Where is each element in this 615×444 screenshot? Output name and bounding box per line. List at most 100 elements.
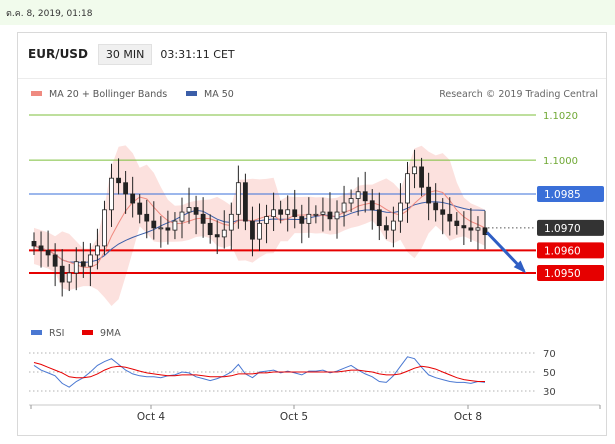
candle-body: [419, 166, 424, 188]
rsi-legend-label: RSI: [49, 328, 64, 339]
candle-body: [369, 200, 375, 211]
candle-body: [52, 254, 58, 267]
candle-body: [426, 186, 432, 204]
header-divider: [18, 78, 606, 79]
candle-body: [383, 225, 389, 231]
candle-body: [440, 209, 446, 215]
candle-body: [390, 220, 396, 231]
candle-body: [292, 209, 298, 217]
candle-body: [87, 254, 93, 267]
timeframe-badge[interactable]: 30 MIN: [97, 43, 153, 65]
candle-body: [200, 213, 206, 224]
candle-body: [193, 207, 199, 215]
level-label-1.1020: 1.1020: [543, 111, 578, 122]
level-label-1.0950: 1.0950: [544, 268, 581, 280]
level-label-1.0960: 1.0960: [544, 245, 581, 257]
candle-body: [398, 202, 403, 222]
rsi-tick-50: 50: [543, 368, 556, 379]
x-tick-label: Oct 8: [454, 411, 482, 423]
time-label: 03:31:11 CET: [160, 47, 235, 61]
candle-body: [285, 209, 291, 215]
rsi-legend-swatch: [31, 330, 42, 335]
candle-body: [348, 198, 354, 204]
ma20-legend-label: MA 20 + Bollinger Bands: [49, 89, 167, 100]
rsi-tick-30: 30: [543, 387, 556, 398]
level-badge-1.0970: [537, 219, 604, 236]
candle-body: [447, 213, 453, 222]
candle-body: [454, 220, 460, 226]
candle-body: [243, 182, 248, 222]
candle-body: [341, 202, 347, 213]
candle-body: [313, 213, 319, 216]
candle-body: [405, 173, 410, 204]
candle-body: [179, 211, 185, 222]
candle-body: [102, 209, 107, 247]
candle-body: [186, 207, 192, 213]
candle-body: [144, 213, 150, 222]
candle-body: [165, 227, 171, 231]
candle-body: [116, 177, 121, 184]
level-label-1.0970: 1.0970: [544, 223, 581, 235]
candle-body: [137, 202, 143, 215]
rsi-series-rsi: [33, 356, 486, 388]
candle-body: [257, 222, 262, 240]
candle-body: [306, 213, 312, 224]
candle-body: [250, 220, 255, 240]
candle-body: [264, 216, 269, 224]
candle-body: [45, 250, 51, 256]
candle-body: [95, 245, 100, 256]
candle-body: [38, 245, 44, 251]
x-tick-label: Oct 5: [280, 411, 308, 423]
price-plot: 1.1020 1.1000 1.0985 1.0970 1.0960 1.0950: [29, 111, 604, 306]
candle-body: [299, 216, 305, 224]
symbol-label: EUR/USD: [28, 47, 88, 61]
candle-body: [151, 220, 157, 229]
x-axis-ticks: Oct 4 Oct 5 Oct 8: [30, 405, 601, 423]
credit-text: Research © 2019 Trading Central: [439, 89, 598, 100]
rsi-series-9ma: [33, 362, 485, 382]
candle-body: [221, 229, 227, 238]
candle-body: [461, 225, 467, 229]
candle-body: [73, 261, 79, 274]
level-badge-1.0950: [537, 265, 604, 281]
x-tick-label: Oct 4: [137, 411, 165, 423]
candle-body: [376, 209, 382, 227]
candle-body: [31, 240, 37, 247]
candle-body: [235, 182, 241, 215]
candle-body: [475, 227, 481, 231]
candle-body: [66, 272, 72, 283]
candle-body: [214, 234, 220, 238]
candle-body: [109, 177, 114, 211]
level-label-1.1000: 1.1000: [543, 156, 578, 167]
chart-header: EUR/USD 30 MIN 03:31:11 CET: [28, 41, 235, 67]
candle-body: [482, 227, 488, 236]
level-badge-1.0985: [537, 186, 604, 202]
date-bar: ต.ค. 8, 2019, 01:18: [0, 0, 615, 25]
candle-body: [172, 220, 178, 231]
ma9-legend-swatch: [82, 330, 93, 335]
candle-body: [412, 166, 417, 175]
level-badge-1.0960: [537, 242, 604, 259]
ma20-legend-swatch: [31, 91, 42, 96]
candle-body: [123, 182, 129, 195]
ma50-legend-swatch: [186, 91, 197, 96]
rsi-tick-70: 70: [543, 349, 556, 360]
forecast-arrow-head: [513, 260, 527, 274]
candle-body: [468, 227, 474, 231]
ma50-legend-label: MA 50: [204, 89, 234, 100]
candle-body: [355, 191, 361, 199]
candle-body: [80, 261, 86, 267]
level-label-1.0985: 1.0985: [544, 189, 581, 201]
candle-body: [362, 191, 368, 202]
candle-body: [130, 193, 136, 204]
candle-body: [278, 209, 284, 215]
candle-body: [271, 209, 276, 217]
candle-body: [327, 211, 333, 220]
candle-body: [228, 213, 234, 231]
candle-body: [334, 211, 340, 220]
candle-body: [207, 222, 213, 236]
candle-body: [59, 265, 65, 283]
candle-body: [158, 227, 164, 230]
date-text: ต.ค. 8, 2019, 01:18: [6, 9, 93, 19]
